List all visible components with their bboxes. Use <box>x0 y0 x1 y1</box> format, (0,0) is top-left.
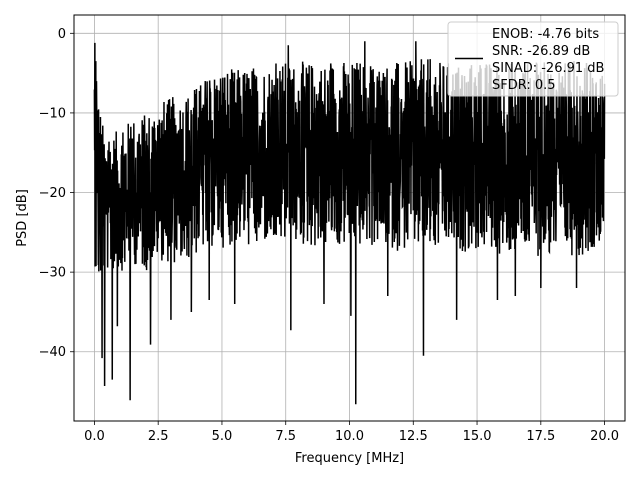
x-tick-label: 7.5 <box>275 429 296 444</box>
y-tick-label: −10 <box>39 106 66 121</box>
psd-series-line <box>93 41 606 405</box>
legend-line-sinad: SINAD: -26.91 dB <box>492 61 604 76</box>
x-tick-label: 0.0 <box>84 429 105 444</box>
legend: ENOB: -4.76 bits SNR: -26.89 dB SINAD: -… <box>447 21 619 97</box>
y-tick-label: 0 <box>58 27 66 42</box>
x-axis-label: Frequency [MHz] <box>295 451 404 466</box>
x-tick-label: 5.0 <box>212 429 233 444</box>
x-tick-label: 2.5 <box>148 429 169 444</box>
axis-ticks: 0.0 2.5 5.0 7.5 10.0 12.5 15.0 17.5 20.0 0 −10 −20 −… <box>39 27 620 444</box>
x-tick-label: 17.5 <box>526 429 555 444</box>
x-tick-label: 10.0 <box>335 429 364 444</box>
series-layer <box>93 41 606 405</box>
y-tick-label: −20 <box>39 186 66 201</box>
y-tick-label: −30 <box>39 266 66 281</box>
legend-line-sfdr: SFDR: 0.5 <box>492 78 556 93</box>
x-tick-label: 15.0 <box>463 429 492 444</box>
legend-line-enob: ENOB: -4.76 bits <box>492 27 599 42</box>
legend-box <box>447 21 619 97</box>
x-tick-label: 20.0 <box>590 429 619 444</box>
y-tick-label: −40 <box>39 345 66 360</box>
legend-line-snr: SNR: -26.89 dB <box>492 44 590 59</box>
y-axis-label: PSD [dB] <box>15 189 30 247</box>
x-tick-label: 12.5 <box>399 429 428 444</box>
